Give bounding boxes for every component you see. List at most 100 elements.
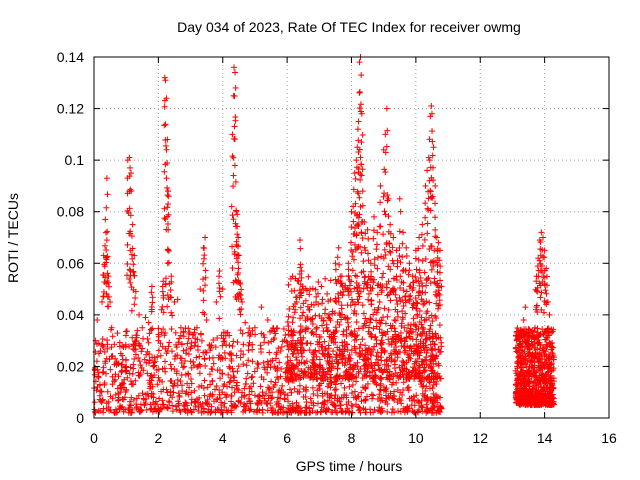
data-point: [281, 395, 288, 402]
x-tick-label: 0: [90, 430, 98, 446]
data-point: [140, 367, 147, 374]
data-point: [122, 341, 129, 348]
data-point: [376, 404, 383, 411]
data-point: [277, 406, 284, 413]
data-point: [377, 382, 384, 389]
chart-title: Day 034 of 2023, Rate Of TEC Index for r…: [177, 19, 521, 35]
data-point: [234, 368, 241, 375]
data-point: [146, 350, 153, 357]
data-point: [221, 338, 228, 345]
data-point: [394, 399, 401, 406]
data-point: [356, 345, 363, 352]
y-tick-label: 0.14: [57, 49, 84, 65]
y-tick-label: 0.1: [65, 152, 85, 168]
data-point: [240, 351, 247, 358]
data-point: [179, 388, 186, 395]
data-point: [286, 386, 293, 393]
data-point: [378, 341, 385, 348]
data-point: [339, 409, 346, 416]
data-point: [250, 380, 257, 387]
data-point: [265, 361, 272, 368]
data-point: [102, 360, 109, 367]
data-point: [343, 326, 350, 333]
data-point: [243, 375, 250, 382]
data-point: [362, 396, 369, 403]
data-point: [219, 342, 226, 349]
data-point: [210, 337, 217, 344]
data-point: [100, 364, 107, 371]
data-point: [146, 360, 153, 367]
data-point: [340, 331, 347, 338]
data-point: [240, 361, 247, 368]
data-point: [180, 364, 187, 371]
data-point: [398, 400, 405, 407]
data-point: [303, 399, 310, 406]
data-point: [99, 369, 106, 376]
data-point: [437, 394, 444, 401]
data-point: [196, 370, 203, 377]
data-point: [206, 371, 213, 378]
data-point: [377, 387, 384, 394]
data-point: [226, 363, 233, 370]
data-point: [249, 327, 256, 334]
data-point: [191, 342, 198, 349]
data-point: [241, 392, 248, 399]
data-point: [314, 400, 321, 407]
data-point: [109, 381, 116, 388]
data-point: [130, 361, 137, 368]
x-tick-label: 16: [601, 430, 617, 446]
data-point: [239, 330, 246, 337]
data-point: [127, 378, 134, 385]
data-point: [265, 339, 272, 346]
x-tick-label: 8: [348, 430, 356, 446]
data-point: [103, 355, 110, 362]
data-point: [370, 409, 377, 416]
data-point: [167, 377, 174, 384]
data-point: [284, 392, 291, 399]
data-points: [91, 54, 557, 416]
data-point: [395, 408, 402, 415]
data-point: [237, 354, 244, 361]
x-tick-label: 14: [537, 430, 553, 446]
data-point: [132, 338, 139, 345]
data-point: [195, 383, 202, 390]
data-point: [197, 330, 204, 337]
data-point: [95, 373, 102, 380]
y-tick-label: 0.02: [57, 358, 84, 374]
data-point: [223, 394, 230, 401]
data-point: [255, 361, 262, 368]
data-point: [92, 408, 99, 415]
data-point: [260, 359, 267, 366]
x-tick-label: 10: [408, 430, 424, 446]
data-point: [351, 388, 358, 395]
data-point: [117, 350, 124, 357]
data-point: [257, 383, 264, 390]
data-point: [135, 354, 142, 361]
data-point: [314, 387, 321, 394]
data-point: [371, 406, 378, 413]
data-point: [309, 384, 316, 391]
data-point: [167, 361, 174, 368]
data-point: [216, 352, 223, 359]
data-point: [188, 339, 195, 346]
data-point: [254, 365, 261, 372]
data-point: [278, 343, 285, 350]
data-point: [275, 400, 282, 407]
y-tick-label: 0: [76, 410, 84, 426]
data-point: [263, 390, 270, 397]
x-axis-label: GPS time / hours: [296, 458, 403, 474]
data-point: [166, 339, 173, 346]
data-point: [259, 406, 266, 413]
data-point: [128, 394, 135, 401]
data-point: [218, 399, 225, 406]
data-point: [96, 350, 103, 357]
data-point: [250, 408, 257, 415]
data-point: [414, 331, 421, 338]
data-point: [410, 393, 417, 400]
data-point: [143, 351, 150, 358]
data-point: [344, 405, 351, 412]
data-point: [149, 354, 156, 361]
data-point: [418, 403, 425, 410]
